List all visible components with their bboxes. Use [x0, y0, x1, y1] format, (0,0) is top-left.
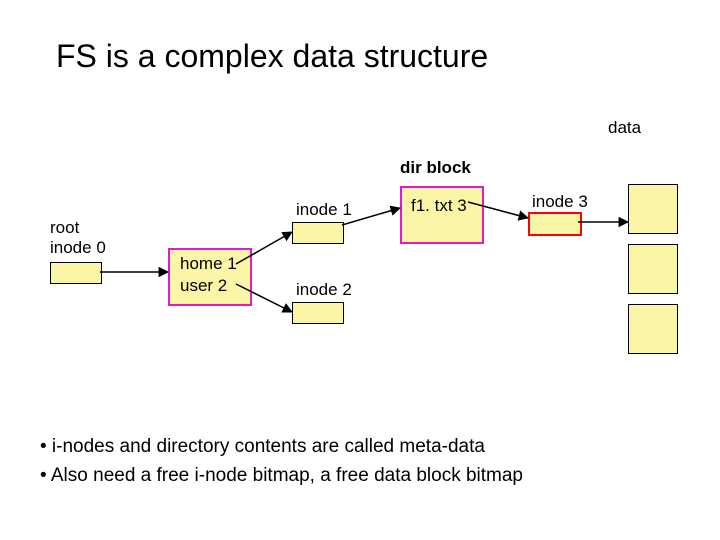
label-inode3: inode 3	[532, 192, 588, 212]
box-inode3	[528, 212, 582, 236]
box-inode2	[292, 302, 344, 324]
bullet-2: • Also need a free i-node bitmap, a free…	[40, 461, 523, 490]
label-dir-block: dir block	[400, 158, 471, 178]
box-data-1	[628, 184, 678, 234]
slide-title: FS is a complex data structure	[56, 38, 488, 75]
label-root-line1: root	[50, 218, 79, 238]
label-inode2: inode 2	[296, 280, 352, 300]
bullet-1: • i-nodes and directory contents are cal…	[40, 432, 523, 461]
label-data: data	[608, 118, 641, 138]
box-data-2	[628, 244, 678, 294]
label-user2: user 2	[180, 276, 227, 296]
bullet-list: • i-nodes and directory contents are cal…	[40, 432, 523, 491]
box-data-3	[628, 304, 678, 354]
label-root-line2: inode 0	[50, 238, 106, 258]
label-f1txt3: f1. txt 3	[411, 196, 467, 216]
box-root-inode0	[50, 262, 102, 284]
label-inode1: inode 1	[296, 200, 352, 220]
label-home1: home 1	[180, 254, 237, 274]
box-inode1	[292, 222, 344, 244]
